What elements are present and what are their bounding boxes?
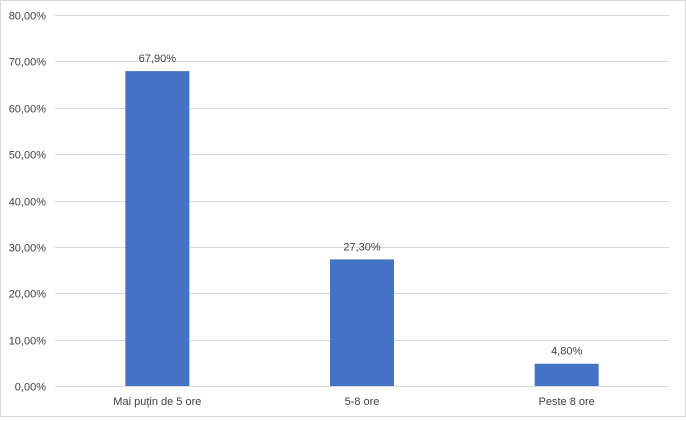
y-tick-label: 10,00% — [9, 336, 47, 348]
y-tick-label: 40,00% — [9, 197, 47, 209]
y-tick-label: 20,00% — [9, 289, 47, 301]
data-label: 67,90% — [139, 53, 177, 65]
y-tick-label: 50,00% — [9, 150, 47, 162]
x-axis-tick-labels: Mai puțin de 5 ore 5-8 ore Peste 8 ore — [113, 396, 594, 408]
y-tick-label: 0,00% — [15, 382, 46, 394]
x-tick-label: Peste 8 ore — [539, 396, 595, 408]
data-labels: 67,90% 27,30% 4,80% — [139, 53, 583, 358]
x-tick-label: 5-8 ore — [345, 396, 380, 408]
y-tick-label: 60,00% — [9, 104, 47, 116]
y-tick-label: 70,00% — [9, 57, 47, 69]
bar — [125, 71, 190, 387]
y-tick-label: 80,00% — [9, 11, 47, 23]
bar — [534, 363, 599, 386]
data-label: 27,30% — [343, 241, 381, 253]
y-tick-label: 30,00% — [9, 243, 47, 255]
bar — [330, 259, 394, 386]
data-label: 4,80% — [551, 346, 582, 358]
bars — [125, 71, 599, 387]
x-tick-label: Mai puțin de 5 ore — [113, 396, 201, 408]
y-axis-tick-labels: 0,00% 10,00% 20,00% 30,00% 40,00% 50,00% 60,00… — [9, 11, 47, 394]
